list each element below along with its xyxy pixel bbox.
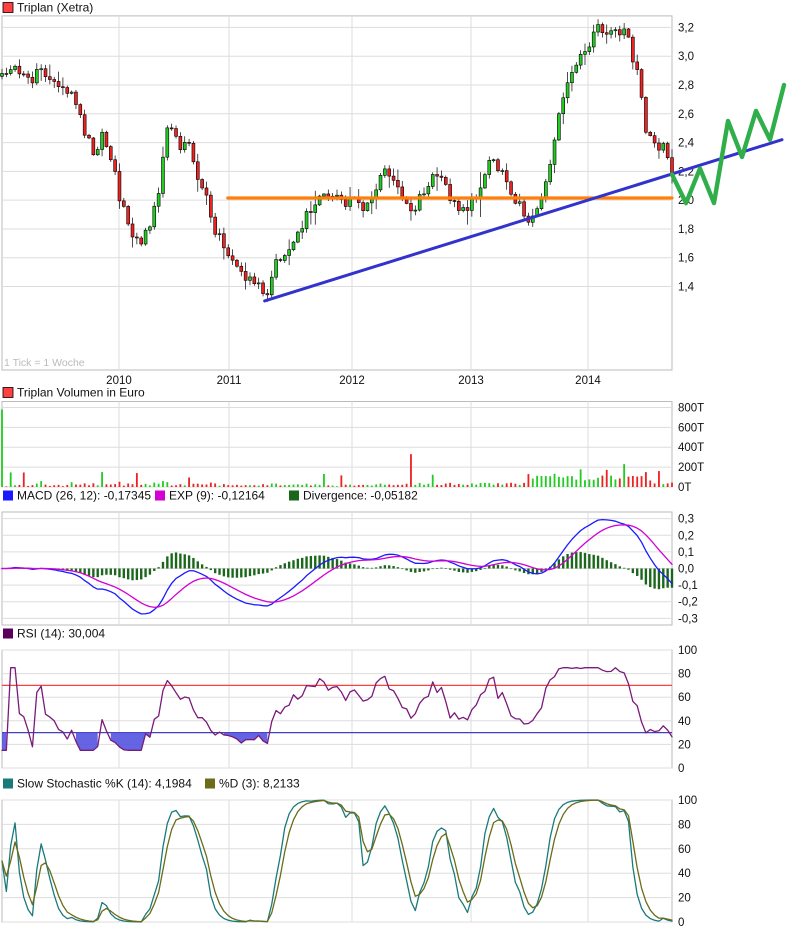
svg-text:60: 60 — [678, 844, 691, 856]
svg-text:1,6: 1,6 — [678, 253, 694, 265]
svg-text:0,0: 0,0 — [678, 564, 694, 576]
svg-text:Slow Stochastic %K (14): 4,198: Slow Stochastic %K (14): 4,1984 — [17, 777, 192, 791]
svg-text:40: 40 — [678, 716, 691, 728]
svg-text:0: 0 — [678, 917, 684, 928]
svg-text:0,3: 0,3 — [678, 514, 694, 526]
svg-text:0,2: 0,2 — [678, 530, 694, 542]
svg-text:20: 20 — [678, 893, 691, 905]
svg-text:2013: 2013 — [458, 375, 484, 387]
svg-text:1 Tick = 1 Woche: 1 Tick = 1 Woche — [4, 357, 85, 369]
svg-text:2011: 2011 — [217, 375, 242, 387]
svg-text:%D (3): 8,2133: %D (3): 8,2133 — [219, 777, 300, 791]
svg-text:3,0: 3,0 — [678, 51, 694, 63]
svg-text:200T: 200T — [678, 462, 704, 474]
svg-text:2014: 2014 — [575, 375, 601, 387]
svg-text:1,8: 1,8 — [678, 224, 694, 236]
svg-text:1,4: 1,4 — [678, 282, 695, 294]
svg-text:2,6: 2,6 — [678, 109, 694, 121]
svg-text:40: 40 — [678, 868, 691, 880]
svg-text:Divergence: -0,05182: Divergence: -0,05182 — [303, 489, 418, 503]
svg-text:400T: 400T — [678, 442, 704, 454]
svg-text:Triplan Volumen in Euro: Triplan Volumen in Euro — [17, 386, 145, 400]
svg-text:2012: 2012 — [339, 375, 365, 387]
svg-text:80: 80 — [678, 669, 691, 681]
svg-text:80: 80 — [678, 819, 691, 831]
svg-text:RSI (14): 30,004: RSI (14): 30,004 — [17, 627, 105, 641]
svg-text:-0,1: -0,1 — [678, 580, 698, 592]
svg-text:0: 0 — [678, 763, 684, 775]
svg-text:MACD (26, 12): -0,17345: MACD (26, 12): -0,17345 — [17, 489, 151, 503]
svg-text:100: 100 — [678, 795, 697, 807]
svg-text:-0,3: -0,3 — [678, 613, 698, 625]
svg-text:0T: 0T — [678, 482, 691, 494]
svg-text:Triplan (Xetra): Triplan (Xetra) — [17, 1, 93, 15]
svg-text:EXP (9): -0,12164: EXP (9): -0,12164 — [169, 489, 265, 503]
svg-text:0,1: 0,1 — [678, 547, 694, 559]
svg-text:2,4: 2,4 — [678, 138, 695, 150]
svg-text:-0,2: -0,2 — [678, 597, 698, 609]
svg-text:800T: 800T — [678, 402, 704, 414]
svg-text:100: 100 — [678, 645, 697, 657]
svg-text:20: 20 — [678, 739, 691, 751]
svg-text:2,8: 2,8 — [678, 80, 694, 92]
svg-text:60: 60 — [678, 692, 691, 704]
svg-text:600T: 600T — [678, 422, 704, 434]
svg-text:3,2: 3,2 — [678, 22, 694, 34]
